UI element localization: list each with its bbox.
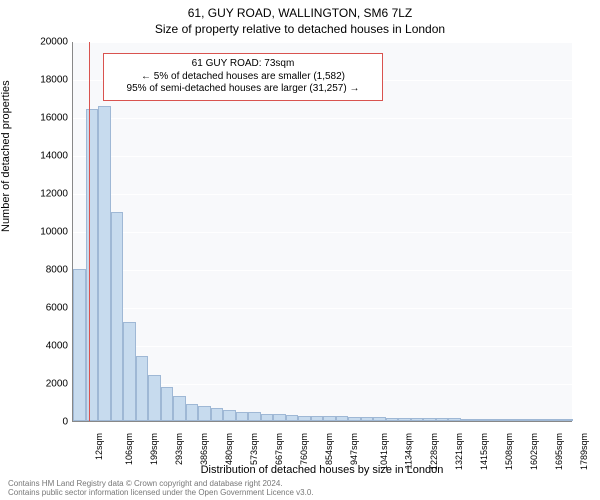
gridline bbox=[73, 118, 572, 119]
gridline bbox=[73, 270, 572, 271]
x-tick-label: 480sqm bbox=[224, 433, 234, 465]
histogram-bar bbox=[98, 106, 111, 421]
annotation-box: 61 GUY ROAD: 73sqm← 5% of detached house… bbox=[103, 53, 383, 101]
plot-area: 61 GUY ROAD: 73sqm← 5% of detached house… bbox=[72, 42, 572, 422]
histogram-bar bbox=[273, 414, 286, 421]
histogram-bar bbox=[473, 419, 486, 421]
y-tick-label: 10000 bbox=[28, 227, 68, 238]
x-tick-label: 199sqm bbox=[149, 433, 159, 465]
gridline bbox=[73, 308, 572, 309]
histogram-bar bbox=[136, 356, 149, 421]
annotation-line: 61 GUY ROAD: 73sqm bbox=[112, 58, 374, 71]
histogram-bar bbox=[386, 418, 399, 421]
y-tick-label: 8000 bbox=[28, 265, 68, 276]
histogram-bar bbox=[161, 387, 174, 421]
x-tick-label: 293sqm bbox=[174, 433, 184, 465]
y-tick-label: 20000 bbox=[28, 37, 68, 48]
histogram-bar bbox=[536, 419, 549, 421]
gridline bbox=[73, 42, 572, 43]
x-tick-label: 1602sqm bbox=[529, 433, 539, 470]
y-tick-label: 12000 bbox=[28, 189, 68, 200]
x-axis-label: Distribution of detached houses by size … bbox=[72, 464, 572, 476]
y-tick-label: 16000 bbox=[28, 113, 68, 124]
x-tick-label: 12sqm bbox=[94, 433, 104, 460]
y-tick-label: 4000 bbox=[28, 341, 68, 352]
histogram-bar bbox=[498, 419, 511, 421]
histogram-bar bbox=[523, 419, 536, 421]
x-tick-label: 760sqm bbox=[299, 433, 309, 465]
annotation-line: 95% of semi-detached houses are larger (… bbox=[112, 83, 374, 96]
footer-line-1: Contains HM Land Registry data © Crown c… bbox=[8, 479, 314, 489]
x-tick-label: 1321sqm bbox=[454, 433, 464, 470]
histogram-bar bbox=[236, 412, 249, 422]
y-tick-label: 18000 bbox=[28, 75, 68, 86]
histogram-bar bbox=[436, 418, 449, 421]
chart-title: 61, GUY ROAD, WALLINGTON, SM6 7LZ bbox=[0, 6, 600, 20]
x-tick-label: 1789sqm bbox=[579, 433, 589, 470]
histogram-bar bbox=[561, 419, 574, 421]
x-tick-label: 1041sqm bbox=[379, 433, 389, 470]
y-axis-label: Number of detached properties bbox=[0, 80, 12, 232]
histogram-bar bbox=[298, 416, 311, 421]
histogram-bar bbox=[311, 416, 324, 421]
histogram-bar bbox=[448, 418, 461, 421]
x-tick-label: 1228sqm bbox=[429, 433, 439, 470]
histogram-bar bbox=[461, 419, 474, 421]
histogram-bar bbox=[86, 109, 99, 421]
chart-container: 61, GUY ROAD, WALLINGTON, SM6 7LZ Size o… bbox=[0, 0, 600, 500]
histogram-bar bbox=[148, 375, 161, 421]
x-tick-label: 854sqm bbox=[324, 433, 334, 465]
y-tick-label: 2000 bbox=[28, 379, 68, 390]
histogram-bar bbox=[286, 415, 299, 421]
histogram-bar bbox=[186, 404, 199, 421]
gridline bbox=[73, 346, 572, 347]
histogram-bar bbox=[211, 408, 224, 421]
histogram-bar bbox=[373, 417, 386, 421]
footer-attribution: Contains HM Land Registry data © Crown c… bbox=[8, 479, 314, 498]
histogram-bar bbox=[123, 322, 136, 421]
histogram-bar bbox=[111, 212, 124, 421]
histogram-bar bbox=[548, 419, 561, 421]
x-tick-label: 947sqm bbox=[349, 433, 359, 465]
histogram-bar bbox=[423, 418, 436, 421]
histogram-bar bbox=[261, 414, 274, 421]
gridline bbox=[73, 194, 572, 195]
y-tick-label: 14000 bbox=[28, 151, 68, 162]
y-tick-label: 0 bbox=[28, 417, 68, 428]
gridline bbox=[73, 156, 572, 157]
x-tick-label: 106sqm bbox=[124, 433, 134, 465]
histogram-bar bbox=[198, 406, 211, 421]
histogram-bar bbox=[411, 418, 424, 421]
histogram-bar bbox=[323, 416, 336, 421]
x-tick-label: 1508sqm bbox=[504, 433, 514, 470]
histogram-bar bbox=[73, 269, 86, 421]
marker-line bbox=[89, 42, 90, 421]
x-tick-label: 386sqm bbox=[199, 433, 209, 465]
histogram-bar bbox=[173, 396, 186, 421]
histogram-bar bbox=[486, 419, 499, 421]
histogram-bar bbox=[361, 417, 374, 421]
x-tick-label: 1415sqm bbox=[479, 433, 489, 470]
chart-subtitle: Size of property relative to detached ho… bbox=[0, 22, 600, 36]
histogram-bar bbox=[223, 410, 236, 421]
x-tick-label: 1695sqm bbox=[554, 433, 564, 470]
footer-line-2: Contains public sector information licen… bbox=[8, 488, 314, 498]
x-tick-label: 573sqm bbox=[249, 433, 259, 465]
histogram-bar bbox=[398, 418, 411, 421]
x-tick-label: 1134sqm bbox=[403, 433, 413, 469]
y-tick-label: 6000 bbox=[28, 303, 68, 314]
histogram-bar bbox=[348, 417, 361, 421]
x-tick-label: 667sqm bbox=[274, 433, 284, 465]
gridline bbox=[73, 232, 572, 233]
histogram-bar bbox=[336, 416, 349, 421]
annotation-line: ← 5% of detached houses are smaller (1,5… bbox=[112, 71, 374, 84]
histogram-bar bbox=[248, 412, 261, 421]
histogram-bar bbox=[511, 419, 524, 421]
